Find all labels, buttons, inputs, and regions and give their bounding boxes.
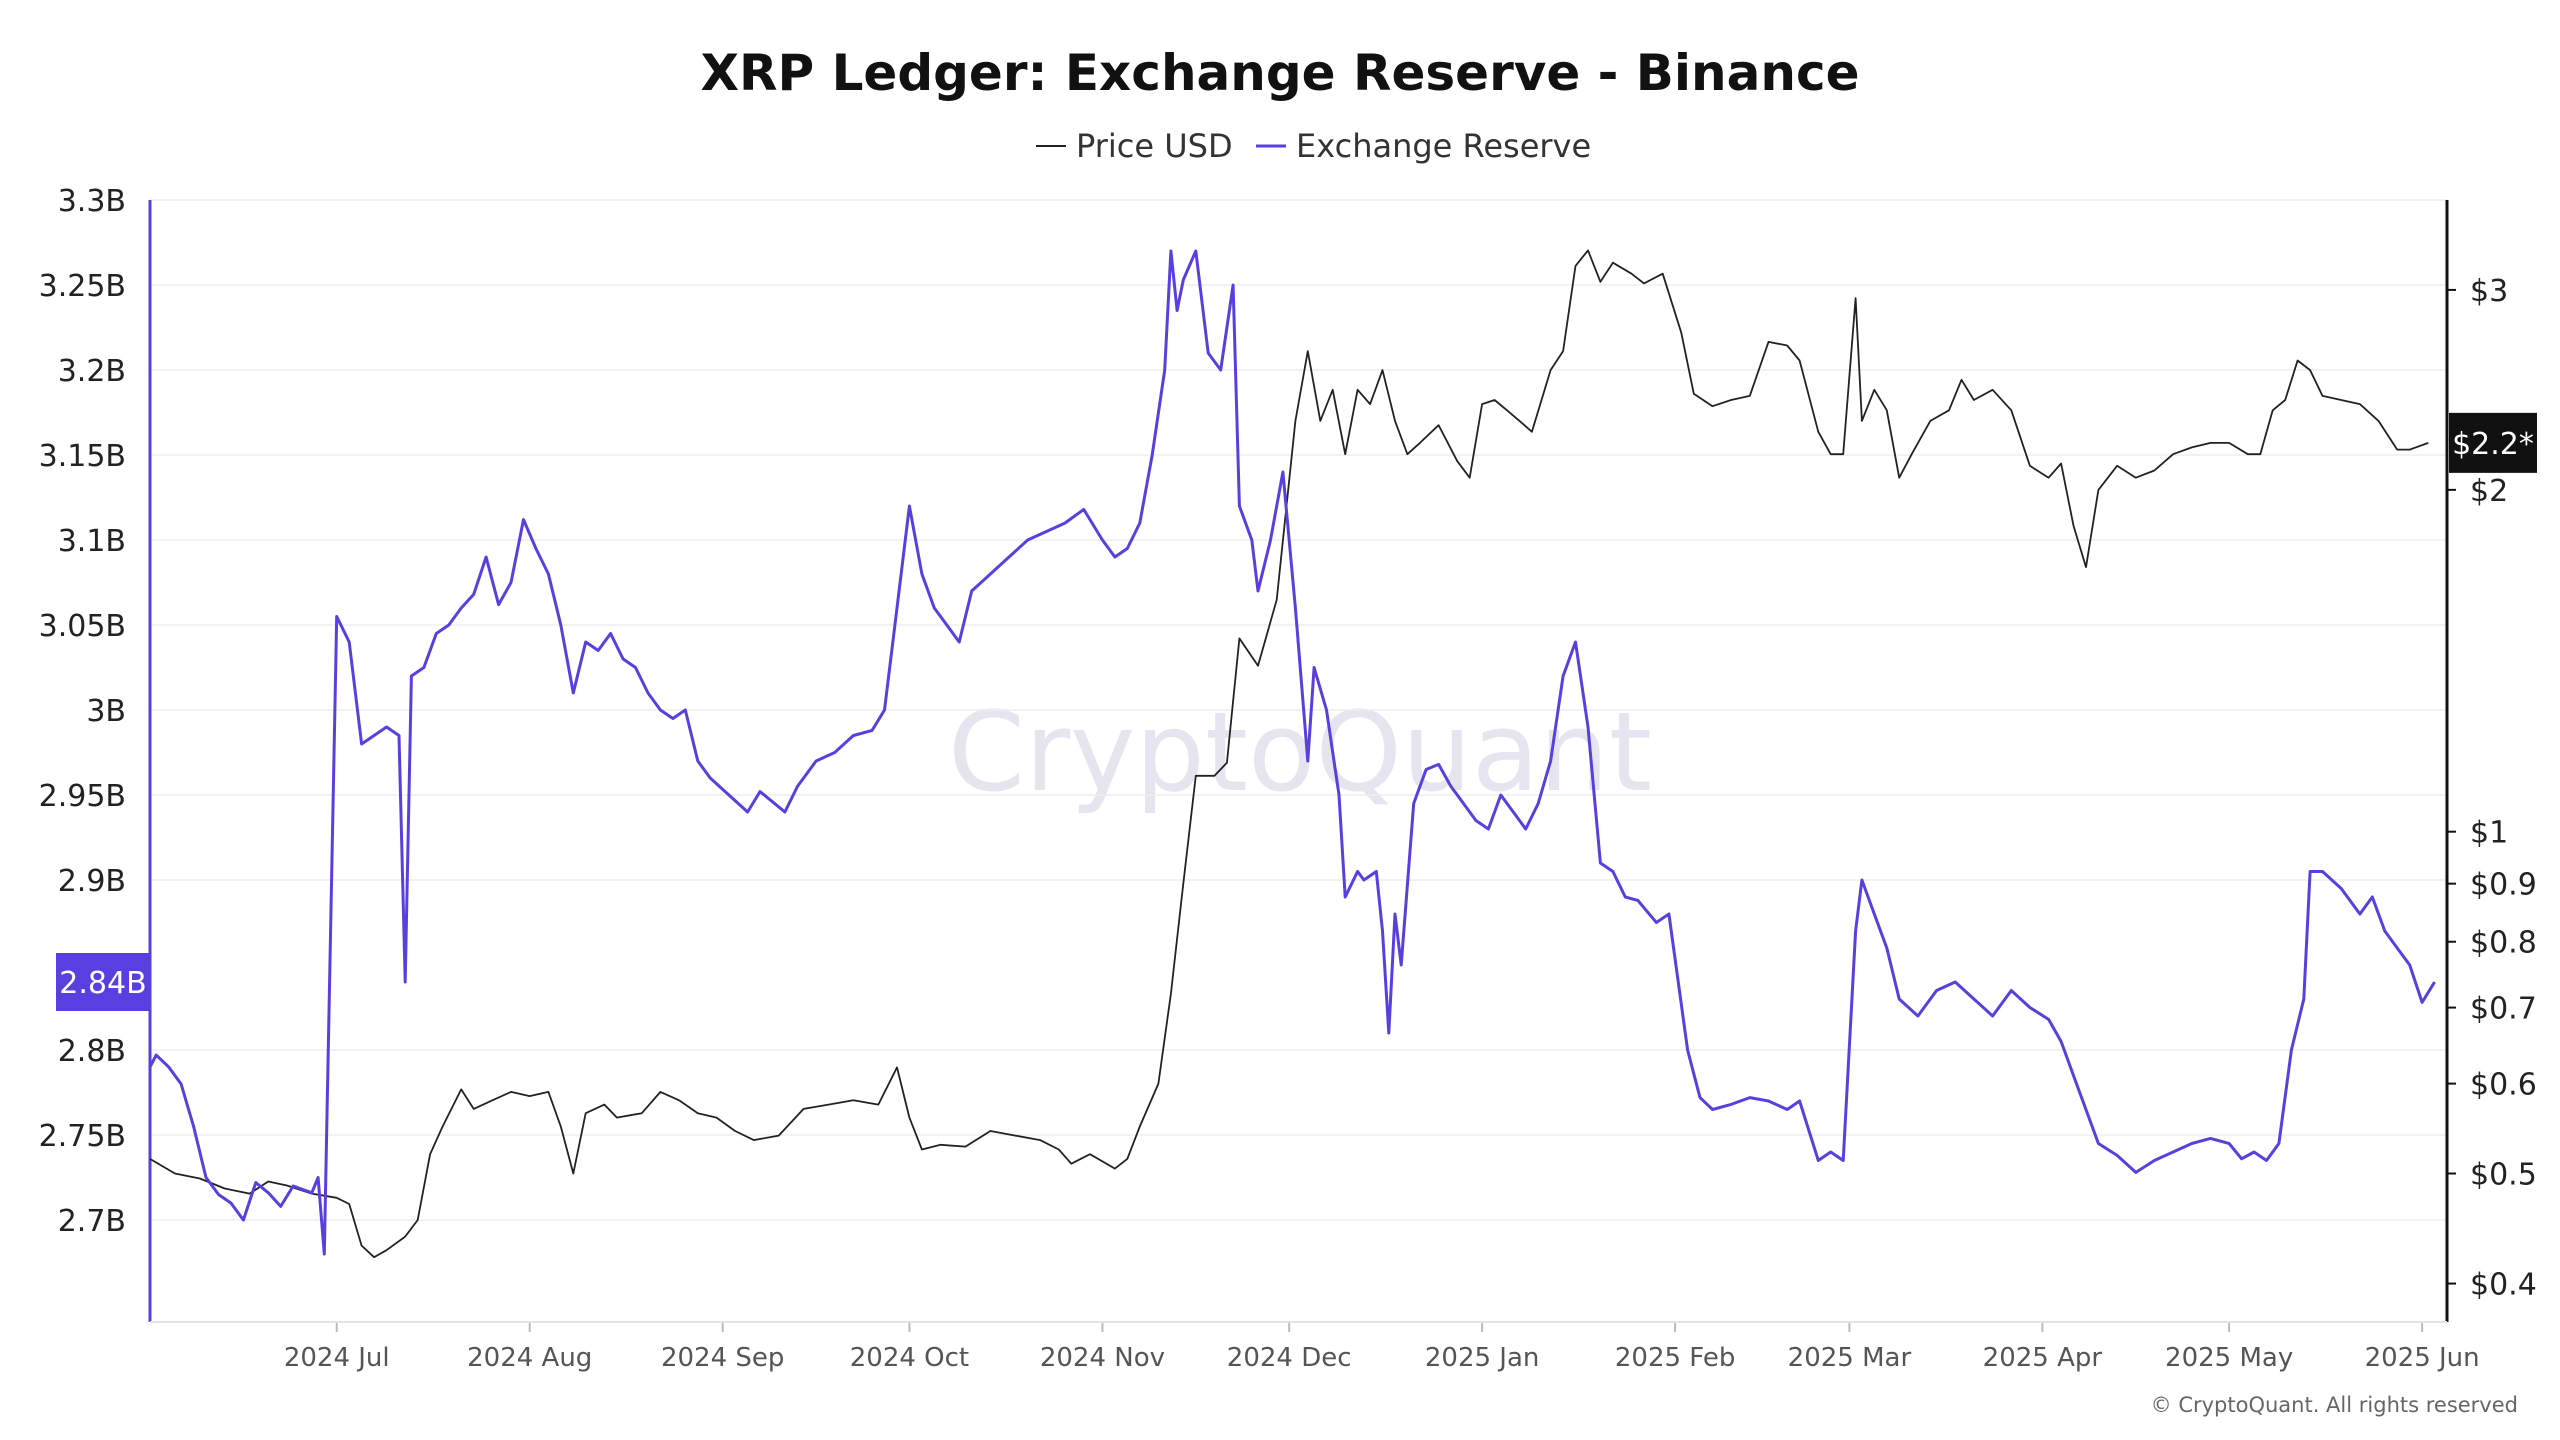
- left-tick-label: 3.25B: [39, 269, 126, 304]
- current-price-value: $2.2*: [2452, 427, 2534, 462]
- right-tick-label: $3: [2470, 274, 2508, 309]
- watermark: CryptoQuant: [948, 688, 1652, 816]
- left-tick-label: 2.8B: [58, 1034, 126, 1069]
- grid: [150, 199, 2447, 1221]
- x-tick-label: 2024 Aug: [467, 1343, 592, 1373]
- right-tick-label: $0.6: [2470, 1068, 2537, 1103]
- right-tick-label: $0.5: [2470, 1158, 2537, 1193]
- left-tick-label: 2.75B: [39, 1119, 126, 1154]
- x-tick-label: 2025 Jan: [1425, 1343, 1540, 1373]
- left-tick-label: 3.2B: [58, 354, 126, 389]
- current-price-badge: $2.2*: [2449, 412, 2537, 473]
- right-tick-label: $0.8: [2470, 926, 2537, 961]
- left-axis-ticks: 3.3B 3.25B 3.2B 3.15B 3.1B 3.05B 3B 2.95B 2.9B 2.…: [39, 184, 126, 1239]
- current-reserve-badge: 2.84B: [56, 953, 150, 1011]
- left-tick-label: 3B: [86, 694, 126, 729]
- x-tick-label: 2025 Apr: [1983, 1343, 2103, 1373]
- x-tick-label: 2025 Feb: [1615, 1343, 1735, 1373]
- left-tick-label: 2.95B: [39, 779, 126, 814]
- left-tick-label: 2.9B: [58, 864, 126, 899]
- x-tick-label: 2024 Oct: [850, 1343, 969, 1373]
- x-tick-label: 2024 Nov: [1040, 1343, 1165, 1373]
- x-axis-ticks: 2024 Jul 2024 Aug 2024 Sep 2024 Oct 2024 Nov…: [284, 1322, 2480, 1373]
- right-axis-ticks: $3 $2 $1 $0.9 $0.8 $0.7 $0.6 $0.5 $0.4: [2447, 274, 2537, 1303]
- current-reserve-value: 2.84B: [59, 966, 146, 1001]
- legend-price-label[interactable]: Price USD: [1076, 127, 1233, 165]
- x-tick-label: 2025 May: [2165, 1343, 2293, 1373]
- price-usd-line: [149, 249, 2429, 1259]
- current-price-badge-bg: [2449, 412, 2537, 473]
- x-tick-label: 2024 Sep: [661, 1343, 784, 1373]
- left-tick-label: 3.1B: [58, 524, 126, 559]
- left-tick-label: 2.7B: [58, 1204, 126, 1239]
- left-tick-label: 3.3B: [58, 184, 126, 219]
- current-reserve-badge-bg: [56, 953, 150, 1011]
- right-tick-label: $2: [2470, 474, 2508, 509]
- right-tick-label: $0.7: [2470, 992, 2537, 1027]
- legend-reserve-label[interactable]: Exchange Reserve: [1296, 127, 1591, 165]
- x-tick-label: 2025 Mar: [1788, 1343, 1912, 1373]
- right-tick-label: $1: [2470, 816, 2508, 851]
- copyright-notice: © CryptoQuant. All rights reserved: [2151, 1393, 2518, 1417]
- x-tick-label: 2024 Jul: [284, 1343, 390, 1373]
- left-tick-label: 3.05B: [39, 609, 126, 644]
- x-tick-label: 2025 Jun: [2365, 1343, 2480, 1373]
- chart-title: XRP Ledger: Exchange Reserve - Binance: [700, 44, 1859, 102]
- exchange-reserve-line: [148, 249, 2436, 1256]
- legend: Price USD Exchange Reserve: [1036, 127, 1591, 165]
- x-tick-label: 2024 Dec: [1227, 1343, 1352, 1373]
- right-tick-label: $0.4: [2470, 1268, 2537, 1303]
- left-tick-label: 3.15B: [39, 439, 126, 474]
- right-tick-label: $0.9: [2470, 868, 2537, 903]
